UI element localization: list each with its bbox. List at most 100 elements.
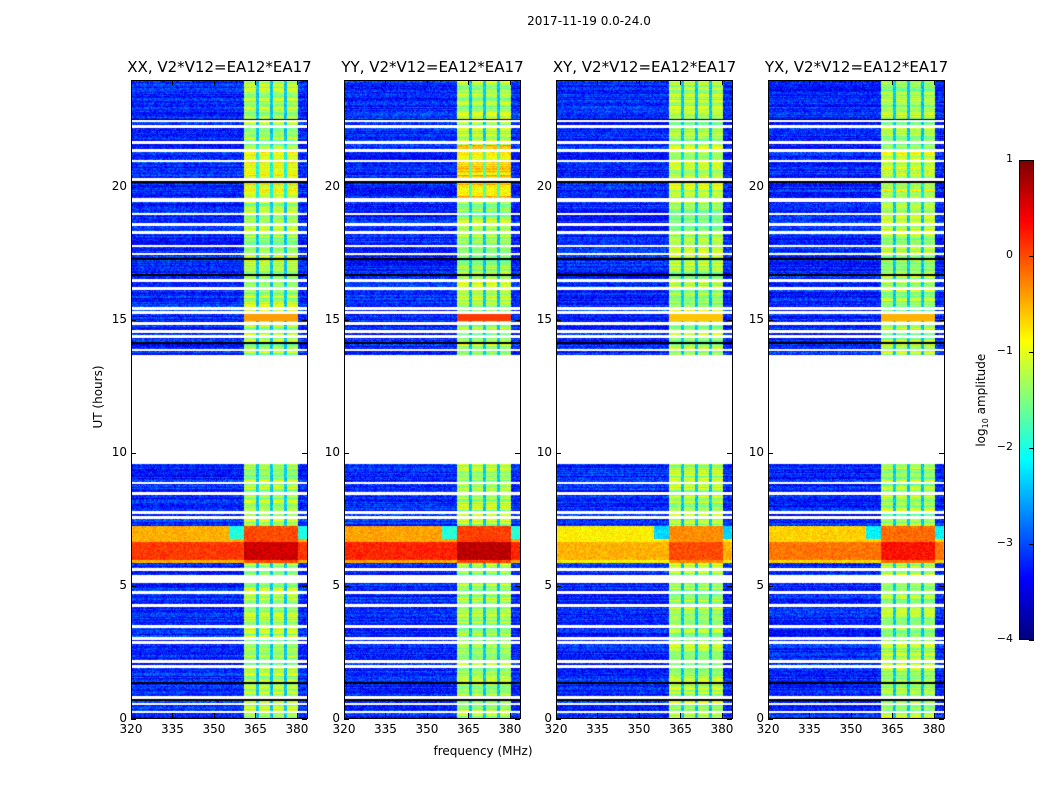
- x-tick-mark: [721, 80, 723, 85]
- x-tick-label: 335: [586, 722, 609, 736]
- y-tick-label: 15: [536, 311, 552, 326]
- x-tick-mark: [344, 80, 345, 85]
- colorbar-tick-mark: [1029, 448, 1034, 449]
- y-tick-mark: [939, 585, 944, 587]
- heatmap-canvas: [345, 81, 520, 718]
- y-tick-label: 0: [119, 711, 127, 725]
- colorbar-tick-mark: [1029, 352, 1034, 353]
- y-tick-mark: [939, 719, 944, 720]
- y-tick-mark: [131, 452, 136, 454]
- colorbar-tick-label: 0: [1006, 248, 1013, 261]
- panel-title: YY, V2*V12=EA12*EA17: [341, 58, 524, 76]
- x-tick-label: 365: [881, 722, 904, 736]
- x-tick-mark: [131, 80, 132, 85]
- x-tick-mark: [768, 713, 769, 718]
- y-tick-label: 10: [748, 444, 764, 459]
- colorbar-tick-mark: [1029, 160, 1034, 161]
- x-tick-label: 320: [119, 722, 143, 736]
- x-tick-mark: [933, 713, 935, 718]
- x-tick-label: 320: [544, 722, 568, 736]
- colorbar-tick-label: −4: [996, 632, 1013, 645]
- x-tick-mark: [556, 713, 557, 718]
- x-tick-mark: [172, 80, 174, 85]
- y-tick-mark: [556, 452, 561, 454]
- y-tick-mark: [768, 452, 773, 454]
- x-tick-label: 350: [202, 722, 226, 736]
- y-tick-mark: [939, 186, 944, 188]
- y-tick-mark: [727, 585, 732, 587]
- y-tick-mark: [727, 186, 732, 188]
- x-tick-mark: [597, 713, 599, 718]
- y-tick-mark: [302, 452, 307, 454]
- x-tick-mark: [809, 80, 811, 85]
- y-tick-label: 15: [324, 311, 340, 326]
- x-tick-mark: [296, 80, 298, 85]
- x-tick-mark: [680, 80, 682, 85]
- colorbar-tick-label: −3: [996, 536, 1013, 549]
- y-tick-mark: [727, 719, 732, 720]
- y-axis-label: UT (hours): [91, 365, 105, 429]
- y-tick-mark: [302, 186, 307, 188]
- y-tick-mark: [344, 719, 349, 720]
- y-tick-mark: [727, 319, 732, 321]
- x-tick-mark: [468, 80, 470, 85]
- heatmap-panel-1: [344, 80, 521, 719]
- y-tick-mark: [515, 319, 520, 321]
- y-tick-label: 20: [536, 178, 552, 193]
- x-tick-mark: [721, 713, 723, 718]
- y-tick-label: 10: [324, 444, 340, 459]
- x-tick-label: 320: [756, 722, 780, 736]
- y-tick-mark: [515, 585, 520, 587]
- x-tick-label: 380: [285, 722, 309, 736]
- y-tick-mark: [302, 719, 307, 720]
- y-tick-mark: [515, 186, 520, 188]
- y-tick-label: 5: [544, 577, 552, 592]
- panel-title: XY, V2*V12=EA12*EA17: [552, 58, 737, 76]
- x-tick-label: 335: [161, 722, 184, 736]
- y-tick-mark: [131, 186, 136, 188]
- x-tick-mark: [850, 713, 852, 718]
- y-tick-mark: [302, 319, 307, 321]
- y-tick-label: 0: [756, 711, 764, 725]
- x-tick-mark: [556, 80, 557, 85]
- x-tick-label: 380: [498, 722, 522, 736]
- heatmap-panel-0: [131, 80, 308, 719]
- x-tick-label: 380: [922, 722, 946, 736]
- y-tick-label: 15: [748, 311, 764, 326]
- x-tick-mark: [385, 80, 387, 85]
- heatmap-canvas: [557, 81, 732, 718]
- colorbar-tick-label: 1: [1006, 152, 1013, 165]
- x-tick-mark: [892, 713, 894, 718]
- y-tick-mark: [768, 719, 773, 720]
- x-tick-label: 335: [798, 722, 821, 736]
- x-tick-mark: [509, 713, 511, 718]
- panel-title: YX, V2*V12=EA12*EA17: [764, 58, 949, 76]
- colorbar-tick-label: −2: [996, 440, 1013, 453]
- y-tick-mark: [556, 186, 561, 188]
- x-tick-label: 335: [374, 722, 397, 736]
- x-tick-mark: [213, 713, 215, 718]
- x-tick-mark: [255, 80, 257, 85]
- x-tick-label: 365: [669, 722, 692, 736]
- colorbar-gradient: [1020, 161, 1033, 639]
- y-tick-mark: [556, 319, 561, 321]
- x-tick-mark: [597, 80, 599, 85]
- y-tick-mark: [344, 452, 349, 454]
- y-tick-mark: [556, 719, 561, 720]
- x-tick-mark: [172, 713, 174, 718]
- y-tick-mark: [768, 186, 773, 188]
- y-tick-label: 15: [111, 311, 127, 326]
- y-tick-mark: [131, 719, 136, 720]
- colorbar-tick-mark: [1029, 544, 1034, 545]
- x-tick-mark: [344, 713, 345, 718]
- x-tick-label: 350: [627, 722, 651, 736]
- panel-title: XX, V2*V12=EA12*EA17: [127, 58, 312, 76]
- x-tick-mark: [426, 713, 428, 718]
- x-tick-label: 380: [710, 722, 734, 736]
- y-tick-mark: [556, 585, 561, 587]
- y-tick-label: 20: [748, 178, 764, 193]
- colorbar-tick-label: −1: [996, 344, 1013, 357]
- y-tick-mark: [727, 452, 732, 454]
- heatmap-canvas: [769, 81, 944, 718]
